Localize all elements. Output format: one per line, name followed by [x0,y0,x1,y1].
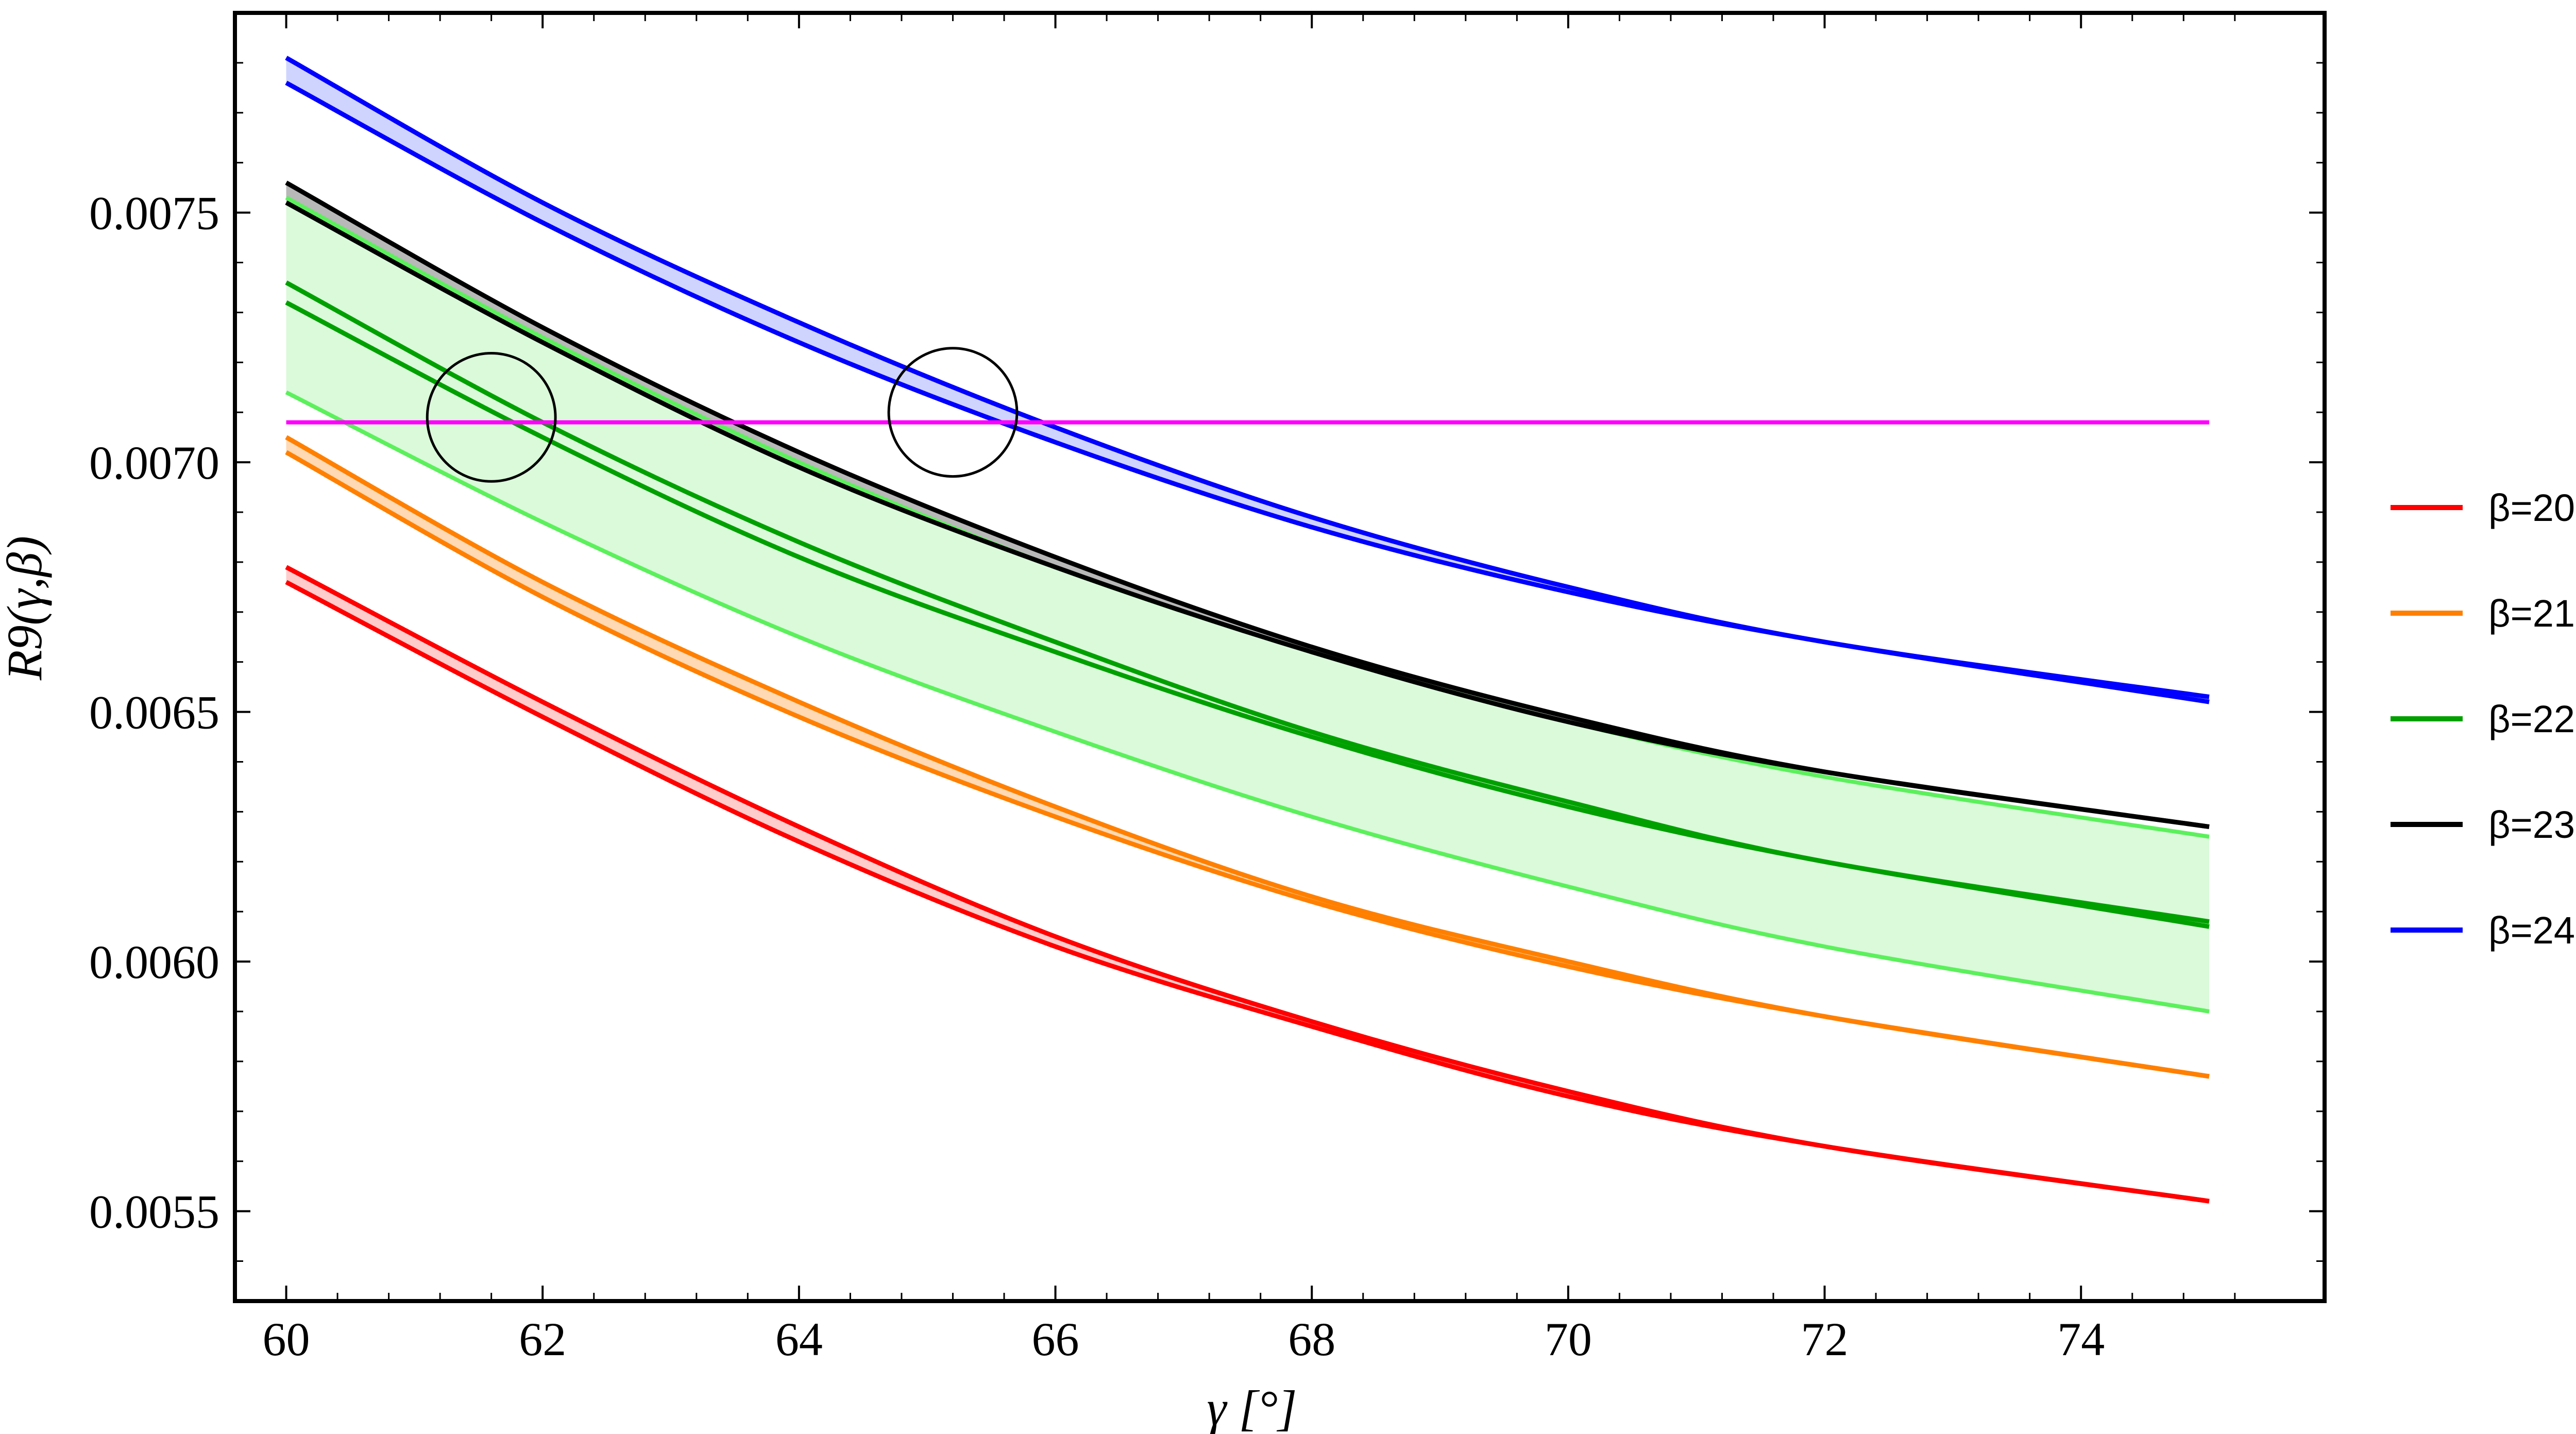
y-axis-title: R9(γ,β) [0,536,52,681]
x-tick-label: 70 [1545,1313,1592,1365]
y-tick-label: 0.0055 [89,1186,219,1238]
x-tick-label: 74 [2057,1313,2105,1365]
y-tick-label: 0.0070 [89,436,219,489]
series-lines [285,56,2210,1204]
legend: β=20° β=21° β=22.2° β=23° β=24° [2391,486,2576,952]
band-fills [286,58,2209,1202]
legend-label: β=24° [2488,909,2576,952]
x-tick-label: 68 [1288,1313,1335,1365]
series-0-lower-line [285,580,2210,1204]
annotation-circle-1 [887,347,1019,478]
annotation-circles [426,347,1019,483]
legend-label: β=23° [2488,803,2576,846]
x-tick-label: 72 [1801,1313,1849,1365]
x-tick-label: 66 [1032,1313,1079,1365]
green-band-fill [286,197,2209,1011]
y-tick-label: 0.0060 [89,936,219,988]
y-tick-label: 0.0075 [89,187,219,240]
y-tick-labels: 0.0055 0.0060 0.0065 0.0070 0.0075 [89,187,219,1238]
legend-label: β=20° [2488,486,2576,529]
series-4-lower-line [285,80,2210,704]
x-tick-label: 62 [519,1313,566,1365]
axis-ticks [235,12,2325,1301]
y-tick-label: 0.0065 [89,686,219,739]
legend-label: β=22.2° [2488,698,2576,740]
x-tick-labels: 60 62 64 66 68 70 72 74 [263,1313,2105,1365]
plot-frame [233,11,2327,1303]
x-axis-title: γ [°] [1207,1380,1297,1434]
green-band-lower-edge [285,390,2210,1014]
series-3-lower-line [285,200,2210,829]
legend-label: β=21° [2488,592,2576,635]
x-tick-label: 60 [263,1313,310,1365]
series-2-lower-line [285,300,2210,929]
series-1-lower-line [285,450,2210,1079]
annotation-circle-0 [426,351,557,483]
x-tick-label: 64 [775,1313,823,1365]
